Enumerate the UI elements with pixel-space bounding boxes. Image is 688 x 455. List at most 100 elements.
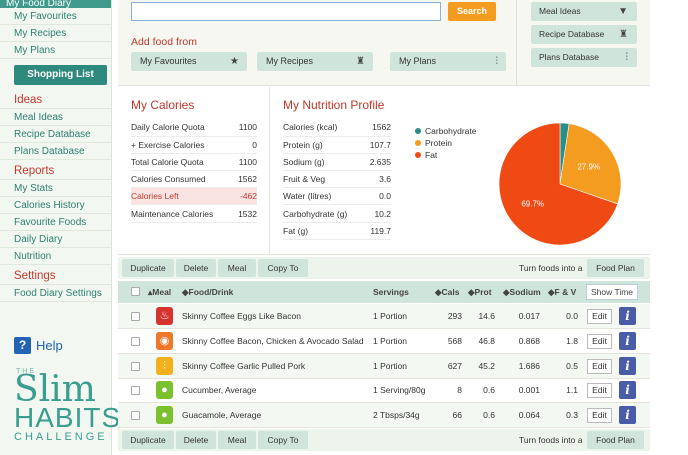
food-search-input[interactable]: [131, 2, 441, 21]
add-from-plans-button[interactable]: My Plans ⫶: [390, 52, 506, 71]
servings-value: 2 Tbsps/34g: [373, 410, 420, 421]
chef-hat-icon: ♜: [619, 29, 628, 40]
info-icon[interactable]: i: [619, 381, 636, 400]
prot-column-header[interactable]: ◆Prot: [468, 287, 492, 297]
info-icon[interactable]: i: [619, 331, 636, 350]
sidebar-item-my-favourites[interactable]: My Favourites: [0, 8, 111, 25]
cals-column-header[interactable]: ◆Cals: [435, 287, 460, 297]
meal-button[interactable]: Meal: [218, 259, 256, 277]
recipe-database-button[interactable]: Recipe Database ♜: [531, 25, 637, 44]
meal-column-header[interactable]: ▴Meal: [148, 287, 172, 297]
info-icon[interactable]: i: [619, 356, 636, 375]
sodium-value: 0.064: [518, 410, 540, 421]
row-label: Total Calorie Quota: [131, 153, 234, 172]
row-label: + Exercise Calories: [131, 136, 234, 154]
pie-legend: Carbohydrate Protein Fat: [415, 125, 477, 161]
servings-column-header[interactable]: Servings: [373, 287, 409, 297]
duplicate-button[interactable]: Duplicate: [122, 431, 174, 449]
cals-value: 627: [447, 360, 462, 371]
help-link[interactable]: ? Help: [14, 337, 63, 354]
food-name[interactable]: Skinny Coffee Bacon, Chicken & Avocado S…: [182, 335, 364, 346]
duplicate-button[interactable]: Duplicate: [122, 259, 174, 277]
add-from-favourites-button[interactable]: My Favourites ★: [131, 52, 247, 71]
logo-habits: HABITS: [14, 402, 122, 433]
cutlery-icon: ⫶: [495, 56, 499, 67]
sidebar-heading-settings: Settings: [0, 265, 111, 285]
my-calories-title: My Calories: [131, 98, 195, 112]
row-checkbox[interactable]: [131, 312, 140, 321]
copy-to-button[interactable]: Copy To: [258, 259, 308, 277]
prot-value: 0.6: [483, 410, 495, 421]
edit-button[interactable]: Edit: [587, 309, 612, 324]
row-label: Fat (g): [283, 222, 365, 240]
edit-button[interactable]: Edit: [587, 383, 612, 399]
sidebar-item-food-diary-settings[interactable]: Food Diary Settings: [0, 285, 111, 302]
food-plan-button[interactable]: Food Plan: [587, 259, 644, 277]
row-checkbox[interactable]: [131, 336, 140, 346]
row-checkbox[interactable]: [131, 361, 140, 371]
sidebar-item-calories-history[interactable]: Calories History: [0, 197, 111, 214]
table-row: ⫶ Skinny Coffee Garlic Pulled Pork 1 Porti…: [118, 353, 650, 379]
food-name[interactable]: Skinny Coffee Eggs Like Bacon: [182, 311, 301, 321]
info-icon[interactable]: i: [619, 307, 636, 325]
row-label: Carbohydrate (g): [283, 204, 365, 223]
search-button[interactable]: Search: [448, 2, 496, 21]
row-value: 0: [233, 136, 257, 154]
food-plan-button[interactable]: Food Plan: [587, 431, 644, 449]
add-from-recipes-button[interactable]: My Recipes ♜: [257, 52, 373, 71]
nutrition-table: Calories (kcal) 1562 Protein (g) 107.7 Sod…: [283, 119, 391, 240]
dinner-icon: ⫶: [156, 356, 173, 375]
select-all-checkbox[interactable]: [131, 287, 140, 296]
food-column-header[interactable]: ◆Food/Drink: [182, 287, 234, 297]
show-time-button[interactable]: Show Time: [586, 284, 638, 300]
pie-slice-fat: [498, 122, 619, 246]
nutrition-profile-title: My Nutrition Profile: [283, 98, 385, 112]
sodium-value: 1.686: [518, 360, 540, 371]
row-label: Calories (kcal): [283, 119, 365, 137]
copy-to-button[interactable]: Copy To: [258, 431, 308, 449]
sidebar-item-my-stats[interactable]: My Stats: [0, 180, 111, 197]
row-value: 1562: [233, 170, 257, 189]
edit-button[interactable]: Edit: [587, 333, 612, 349]
pie-slice-protein: [559, 123, 622, 205]
sidebar-item-food-diary[interactable]: My Food Diary: [0, 0, 111, 8]
row-label: Protein (g): [283, 136, 365, 154]
sidebar-item-my-plans[interactable]: My Plans: [0, 42, 111, 59]
fv-column-header[interactable]: ◆F & V: [548, 287, 577, 297]
nutrition-row: Carbohydrate (g) 10.2: [283, 204, 391, 223]
meal-button[interactable]: Meal: [218, 431, 256, 449]
sidebar: My Food Diary My Favourites My Recipes M…: [0, 0, 122, 455]
delete-button[interactable]: Delete: [176, 259, 216, 277]
food-name[interactable]: Cucumber, Average: [182, 385, 257, 396]
sidebar-item-my-recipes[interactable]: My Recipes: [0, 25, 111, 42]
calories-row: Maintenance Calories 1532: [131, 204, 257, 223]
breakfast-icon: ♨: [156, 307, 173, 325]
food-name[interactable]: Skinny Coffee Garlic Pulled Pork: [182, 360, 306, 371]
sodium-column-header[interactable]: ◆Sodium: [503, 287, 541, 297]
divider: [516, 0, 517, 86]
sidebar-item-recipe-database[interactable]: Recipe Database: [0, 126, 111, 143]
row-value: 10.2: [364, 204, 391, 223]
info-icon[interactable]: i: [619, 406, 636, 425]
sidebar-item-plans-database[interactable]: Plans Database: [0, 143, 111, 160]
cals-value: 568: [447, 335, 462, 346]
calories-row: Daily Calorie Quota 1100: [131, 119, 257, 137]
row-checkbox[interactable]: [131, 386, 140, 396]
edit-button[interactable]: Edit: [587, 408, 612, 424]
row-checkbox[interactable]: [131, 411, 140, 421]
sidebar-item-daily-diary[interactable]: Daily Diary: [0, 231, 111, 248]
meal-ideas-button[interactable]: Meal Ideas ▼: [531, 2, 637, 21]
nutrition-row: Protein (g) 107.7: [283, 136, 391, 154]
delete-button[interactable]: Delete: [176, 431, 216, 449]
food-name[interactable]: Guacamole, Average: [182, 410, 262, 421]
shopping-list-button[interactable]: Shopping List: [14, 65, 107, 85]
sidebar-heading-reports: Reports: [0, 160, 111, 180]
fv-value: 0.5: [566, 360, 578, 371]
plans-database-button[interactable]: Plans Database ⫶: [531, 48, 637, 67]
row-value: 1100: [233, 119, 257, 137]
sidebar-item-meal-ideas[interactable]: Meal Ideas: [0, 109, 111, 126]
edit-button[interactable]: Edit: [587, 358, 612, 374]
sidebar-item-favourite-foods[interactable]: Favourite Foods: [0, 214, 111, 231]
sidebar-item-nutrition[interactable]: Nutrition: [0, 248, 111, 265]
fv-value: 1.8: [566, 335, 578, 346]
